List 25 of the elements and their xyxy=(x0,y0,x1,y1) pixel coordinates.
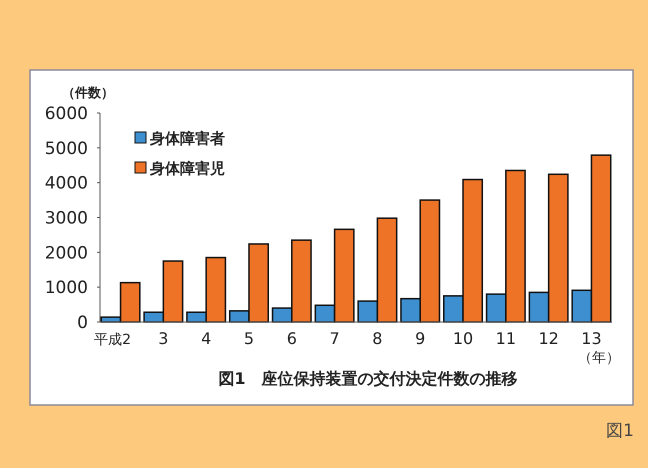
y-tick-label: 0 xyxy=(77,312,88,333)
x-tick-label: 9 xyxy=(415,329,426,348)
y-tick-label: 4000 xyxy=(44,174,88,194)
x-tick-label: 3 xyxy=(158,329,168,348)
y-tick-label: 3000 xyxy=(44,208,88,228)
x-tick-label: 12 xyxy=(538,329,559,348)
y-tick-label: 5000 xyxy=(44,138,88,159)
x-tick-label: 5 xyxy=(244,329,254,348)
y-tick-label: 2000 xyxy=(44,243,88,264)
legend-label: 身体障害者 xyxy=(149,129,225,148)
y-tick-label: 6000 xyxy=(44,104,88,124)
legend-label: 身体障害児 xyxy=(149,159,225,178)
x-tick-label: 10 xyxy=(452,329,474,348)
y-axis-title: （件数） xyxy=(62,86,114,101)
text: 図1 座位保持装置の交付決定件数の推移 xyxy=(218,369,518,388)
x-tick-label: 平成2 xyxy=(94,332,132,348)
x-tick-label: 7 xyxy=(330,329,340,348)
caption: 図1 xyxy=(606,421,634,441)
x-tick-label: 4 xyxy=(201,329,212,348)
y-tick-label: 1000 xyxy=(44,278,88,298)
x-axis-title: （年） xyxy=(578,350,620,366)
x-tick-label: 8 xyxy=(372,329,382,348)
x-tick-label: 13 xyxy=(581,329,602,348)
x-tick-label: 6 xyxy=(286,329,297,348)
x-tick-label: 11 xyxy=(496,329,516,348)
